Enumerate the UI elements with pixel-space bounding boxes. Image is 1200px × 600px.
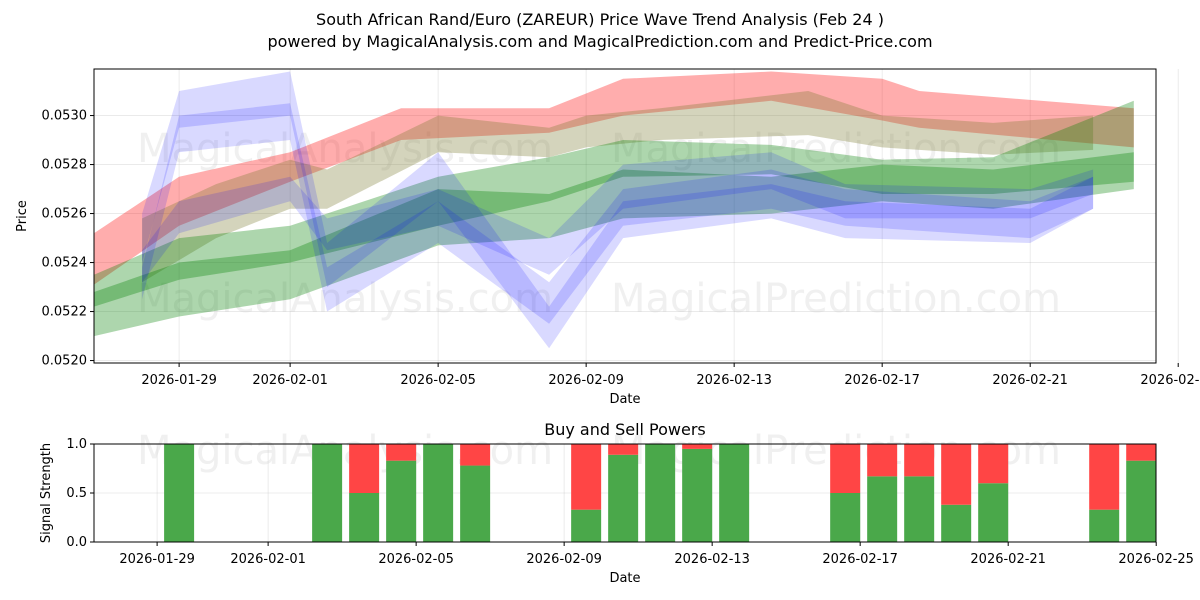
price-band-6 (142, 71, 1094, 349)
buy-bar (571, 509, 602, 542)
sell-bar (386, 444, 417, 461)
price-y-tick-label: 0.0524 (42, 256, 88, 271)
buy-bar (386, 460, 417, 542)
price-plot-frame (93, 68, 1157, 364)
price-band-0 (94, 71, 1134, 285)
buy-bar (423, 444, 454, 542)
buy-bar (608, 454, 639, 542)
buy-bar (682, 448, 713, 542)
price-y-ticks: 0.0520 0.0522 0.0524 0.0526 0.0528 0.0530 (42, 109, 94, 369)
sell-bar (830, 444, 861, 493)
chart-title-line1: South African Rand/Euro (ZAREUR) Price W… (316, 10, 884, 29)
sell-bar (460, 444, 491, 466)
buy-bar (312, 444, 343, 542)
sell-bar (571, 444, 602, 510)
buy-sell-x-tick-label: 2026-02-21 (970, 552, 1046, 567)
price-x-tick-label: 2026-02-05 (400, 373, 476, 388)
price-gridlines (94, 69, 1179, 363)
buy-bar (645, 444, 676, 542)
buy-sell-title: Buy and Sell Powers (544, 420, 706, 439)
buy-bar (830, 493, 861, 542)
watermark-analysis-top: MagicalAnalysis.com (137, 126, 553, 172)
price-band-4 (142, 152, 1094, 283)
sell-bar (1089, 444, 1120, 510)
buy-bar (349, 493, 380, 542)
buy-sell-y-tick-label: 0.0 (66, 535, 87, 550)
price-y-tick-label: 0.0528 (42, 158, 88, 173)
watermark-prediction-top: MagicalPrediction.com (611, 126, 1061, 172)
chart-title-line2: powered by MagicalAnalysis.com and Magic… (267, 32, 932, 51)
price-bands (94, 71, 1134, 349)
buy-bar (164, 444, 195, 542)
buy-sell-x-tick-label: 2026-02-05 (378, 552, 454, 567)
price-y-tick-label: 0.0526 (42, 207, 88, 222)
buy-sell-y-tick-label: 0.5 (66, 486, 87, 501)
sell-bar (941, 444, 972, 505)
price-x-tick-label: 2026-02-21 (992, 373, 1068, 388)
price-band-3 (94, 152, 1134, 337)
buy-bar (1089, 509, 1120, 542)
price-x-tick-label: 2026-02-17 (844, 373, 920, 388)
buy-bar (1126, 460, 1157, 542)
price-x-tick-label: 2026-02-25 (1140, 373, 1200, 388)
buy-bar (719, 444, 750, 542)
sell-bar (608, 444, 639, 455)
buy-sell-x-ticks: 2026-01-29 2026-02-01 2026-02-05 2026-02-09… (119, 542, 1194, 567)
price-y-axis-label: Price (15, 200, 30, 232)
sell-bar (682, 444, 713, 449)
watermark-analysis-mid: MagicalAnalysis.com (137, 276, 553, 322)
buy-bar (460, 465, 491, 542)
buy-sell-bars (164, 444, 1157, 542)
watermark-prediction-mid: MagicalPrediction.com (611, 276, 1061, 322)
price-band-1 (142, 91, 1094, 283)
buy-sell-x-tick-label: 2026-02-09 (526, 552, 602, 567)
buy-sell-x-tick-label: 2026-02-25 (1118, 552, 1194, 567)
price-y-tick-label: 0.0520 (42, 354, 88, 369)
price-x-ticks: 2026-01-29 2026-02-01 2026-02-05 2026-02-09… (141, 363, 1200, 388)
sell-bar (904, 444, 935, 477)
price-x-tick-label: 2026-02-01 (252, 373, 328, 388)
sell-bar (1126, 444, 1157, 461)
sell-bar (867, 444, 898, 477)
price-watermarks: MagicalAnalysis.com MagicalPrediction.co… (137, 126, 1061, 322)
sell-bar (978, 444, 1009, 484)
buy-sell-x-tick-label: 2026-02-17 (822, 552, 898, 567)
price-band-5 (142, 103, 1094, 324)
price-x-axis-label: Date (609, 392, 640, 407)
buy-sell-y-axis-label: Signal Strength (39, 443, 54, 543)
price-x-tick-label: 2026-01-29 (141, 373, 217, 388)
buy-sell-y-ticks: 0.0 0.5 1.0 (66, 437, 94, 550)
price-y-tick-label: 0.0522 (42, 305, 88, 320)
buy-sell-panel: Buy and Sell Powers MagicalAnalysis.com … (39, 420, 1194, 586)
price-y-tick-label: 0.0530 (42, 109, 88, 124)
price-panel: MagicalAnalysis.com MagicalPrediction.co… (15, 68, 1200, 407)
buy-sell-x-tick-label: 2026-02-01 (230, 552, 306, 567)
buy-bar (978, 483, 1009, 542)
sell-bar (349, 444, 380, 493)
buy-bar (904, 476, 935, 542)
price-x-tick-label: 2026-02-09 (548, 373, 624, 388)
price-plot-background (94, 69, 1156, 363)
buy-bar (941, 504, 972, 542)
buy-sell-y-tick-label: 1.0 (66, 437, 87, 452)
price-x-tick-label: 2026-02-13 (696, 373, 772, 388)
buy-sell-x-tick-label: 2026-01-29 (119, 552, 195, 567)
buy-sell-x-tick-label: 2026-02-13 (674, 552, 750, 567)
watermark-analysis-bottom: MagicalAnalysis.com (137, 428, 553, 474)
buy-sell-x-axis-label: Date (609, 571, 640, 586)
buy-bar (867, 476, 898, 542)
